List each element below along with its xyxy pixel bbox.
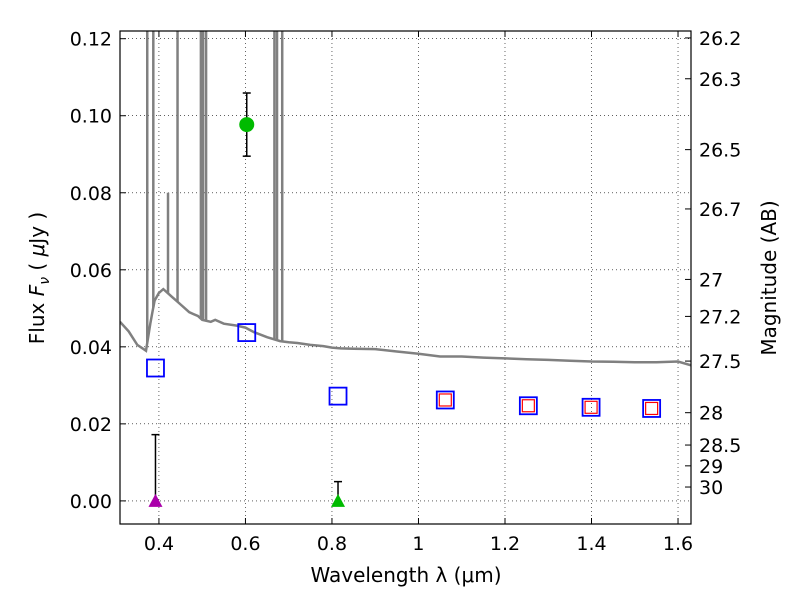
y2-tick-label: 26.7 [699, 199, 741, 221]
model-photometry-square [146, 358, 165, 378]
y2-tick-label: 26.2 [699, 28, 741, 50]
detection-point [239, 117, 255, 133]
x-tick-label: 1.4 [576, 533, 606, 555]
x-tick-label: 1.2 [490, 533, 520, 555]
observed-photometry-square [521, 399, 535, 413]
y2-tick-label: 26.3 [699, 69, 741, 91]
model-photometry-square [518, 396, 538, 416]
model-photometry-square [237, 323, 257, 342]
y-axis-label: Flux Fν ( μJy ) [25, 212, 53, 344]
upper-limit-triangle [331, 493, 346, 507]
y-axis-label-mid: ( [25, 256, 49, 277]
model-spectrum-line [120, 287, 691, 367]
y2-tick-label: 28 [699, 403, 723, 425]
axis-labels: Wavelength λ (μm) Flux Fν ( μJy ) Magnit… [25, 200, 781, 587]
y-tick-label: 0.04 [70, 337, 112, 359]
x-tick-label: 0.8 [317, 533, 347, 555]
x-axis-label: Wavelength λ (μm) [310, 563, 501, 587]
y-axis-label-subscript: ν [37, 277, 53, 285]
x-tick-label: 0.6 [230, 533, 260, 555]
x-tick-label: 0.4 [144, 533, 174, 555]
plot-frame [119, 30, 692, 525]
y-axis-label-post: Jy ) [25, 212, 49, 246]
y-tick-label: 0.08 [70, 183, 112, 205]
y2-tick-label: 26.5 [699, 140, 741, 162]
x-tick-label: 1.6 [663, 533, 693, 555]
y-tick-label: 0.12 [70, 29, 112, 51]
observed-photometry-square [584, 400, 598, 414]
y-axis-label-pre: Flux [25, 296, 49, 344]
y2-tick-label: 30 [699, 477, 723, 499]
x-tick-label: 1 [412, 533, 424, 555]
plot-marks [120, 31, 691, 507]
y-tick-label: 0.10 [70, 106, 112, 128]
y2-tick-label: 27.2 [699, 306, 741, 328]
y2-tick-label: 27 [699, 269, 723, 291]
y2-axis-label: Magnitude (AB) [757, 200, 781, 355]
model-photometry-square [328, 386, 348, 406]
observed-photometry-square [645, 401, 659, 416]
y-tick-label: 0.06 [70, 260, 112, 282]
ticks: 0.4 0.6 0.8 1 1.2 1.4 1.6 0.00 0.02 0.04 0.06 0.08 0… [70, 28, 742, 555]
upper-limit-triangle [148, 493, 163, 507]
y-axis-label-symbol: F [25, 284, 49, 296]
y-axis-label-mu: μ [25, 244, 49, 258]
observed-photometry-square [438, 393, 452, 407]
model-photometry-square [642, 399, 662, 418]
model-photometry-square [581, 397, 601, 417]
y2-tick-label: 28.5 [699, 435, 741, 457]
model-photometry-square [435, 390, 455, 410]
y-tick-label: 0.00 [70, 491, 112, 513]
y2-tick-label: 29 [699, 456, 723, 478]
y-tick-label: 0.02 [70, 414, 112, 436]
y2-tick-label: 27.5 [699, 351, 741, 373]
